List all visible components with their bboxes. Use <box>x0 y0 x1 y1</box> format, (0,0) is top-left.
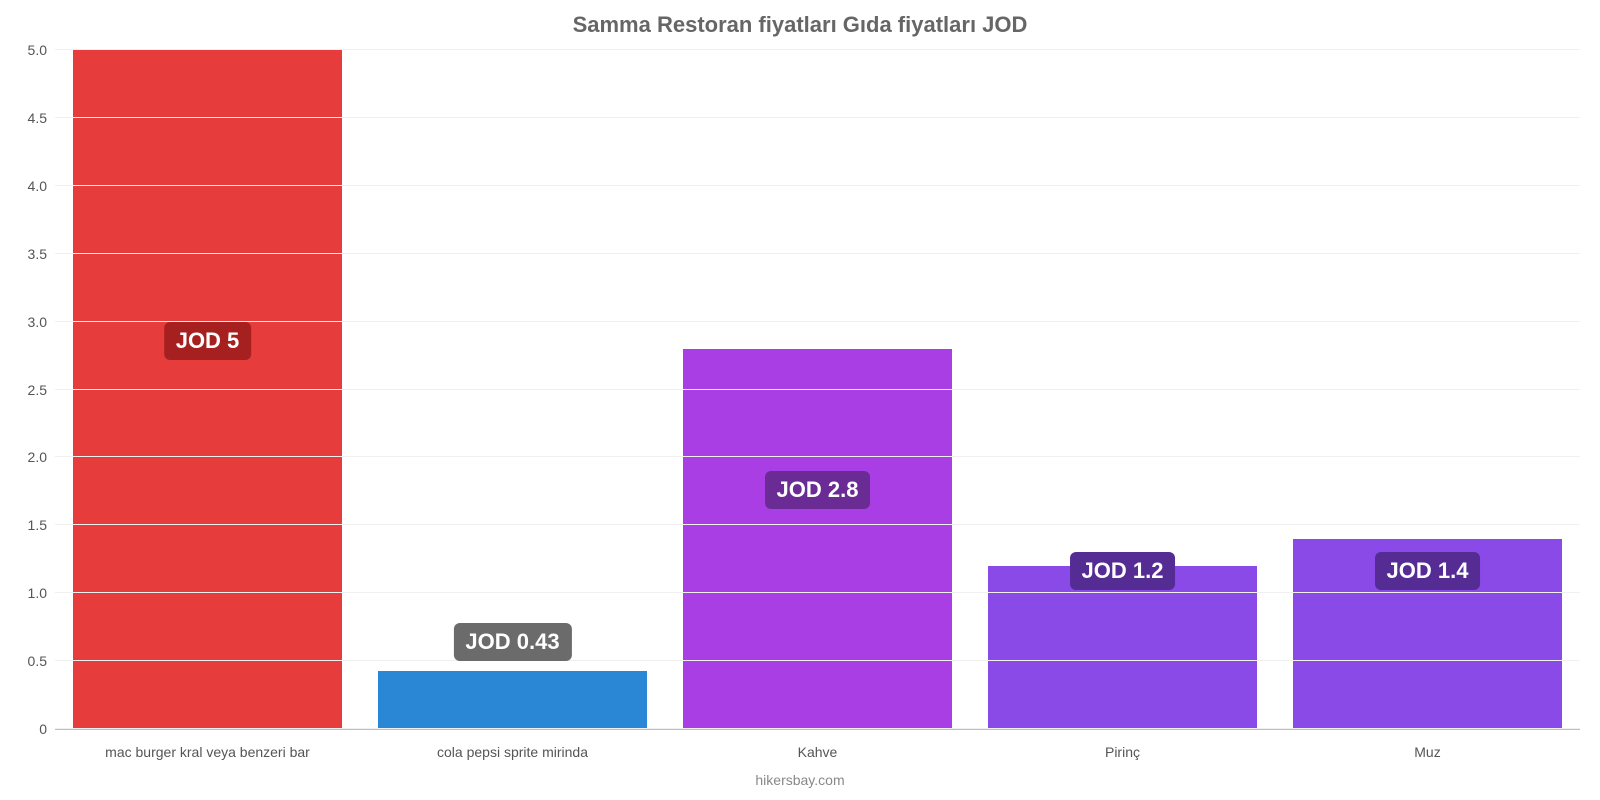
y-tick-label: 3.0 <box>28 314 55 330</box>
x-axis-label: Pirinç <box>970 744 1275 760</box>
x-axis-label: cola pepsi sprite mirinda <box>360 744 665 760</box>
value-badge: JOD 0.43 <box>453 623 571 661</box>
y-tick-label: 5.0 <box>28 42 55 58</box>
bar <box>378 671 646 729</box>
chart-title: Samma Restoran fiyatları Gıda fiyatları … <box>0 0 1600 38</box>
grid-line <box>55 185 1580 186</box>
y-tick-label: 0 <box>39 721 55 737</box>
y-tick-label: 4.5 <box>28 110 55 126</box>
grid-line <box>55 728 1580 729</box>
bar-slot: JOD 2.8 <box>665 50 970 729</box>
bar-slot: JOD 0.43 <box>360 50 665 729</box>
x-axis-label: Kahve <box>665 744 970 760</box>
y-tick-label: 3.5 <box>28 246 55 262</box>
price-bar-chart: Samma Restoran fiyatları Gıda fiyatları … <box>0 0 1600 800</box>
y-tick-label: 0.5 <box>28 653 55 669</box>
grid-line <box>55 253 1580 254</box>
bar <box>988 566 1256 729</box>
value-badge: JOD 1.2 <box>1070 552 1176 590</box>
y-tick-label: 4.0 <box>28 178 55 194</box>
x-axis-label: Muz <box>1275 744 1580 760</box>
grid-line <box>55 524 1580 525</box>
bar <box>683 349 951 729</box>
value-badge: JOD 5 <box>164 322 252 360</box>
bar-slot: JOD 1.4 <box>1275 50 1580 729</box>
value-badge: JOD 2.8 <box>765 471 871 509</box>
grid-line <box>55 321 1580 322</box>
grid-line <box>55 456 1580 457</box>
x-axis-label: mac burger kral veya benzeri bar <box>55 744 360 760</box>
bar-slot: JOD 1.2 <box>970 50 1275 729</box>
y-tick-label: 2.0 <box>28 449 55 465</box>
grid-line <box>55 660 1580 661</box>
grid-line <box>55 117 1580 118</box>
grid-line <box>55 389 1580 390</box>
bar <box>73 50 341 729</box>
bar-slot: JOD 5 <box>55 50 360 729</box>
y-tick-label: 1.0 <box>28 585 55 601</box>
grid-line <box>55 592 1580 593</box>
y-tick-label: 2.5 <box>28 382 55 398</box>
x-axis-labels: mac burger kral veya benzeri barcola pep… <box>55 744 1580 760</box>
plot-area: JOD 5JOD 0.43JOD 2.8JOD 1.2JOD 1.4 00.51… <box>55 50 1580 730</box>
value-badge: JOD 1.4 <box>1375 552 1481 590</box>
grid-line <box>55 49 1580 50</box>
y-tick-label: 1.5 <box>28 517 55 533</box>
chart-credit: hikersbay.com <box>0 772 1600 788</box>
bars-container: JOD 5 JOD 0.43 JOD 2.8 JOD 1.2 JOD 1.4 <box>55 50 1580 729</box>
